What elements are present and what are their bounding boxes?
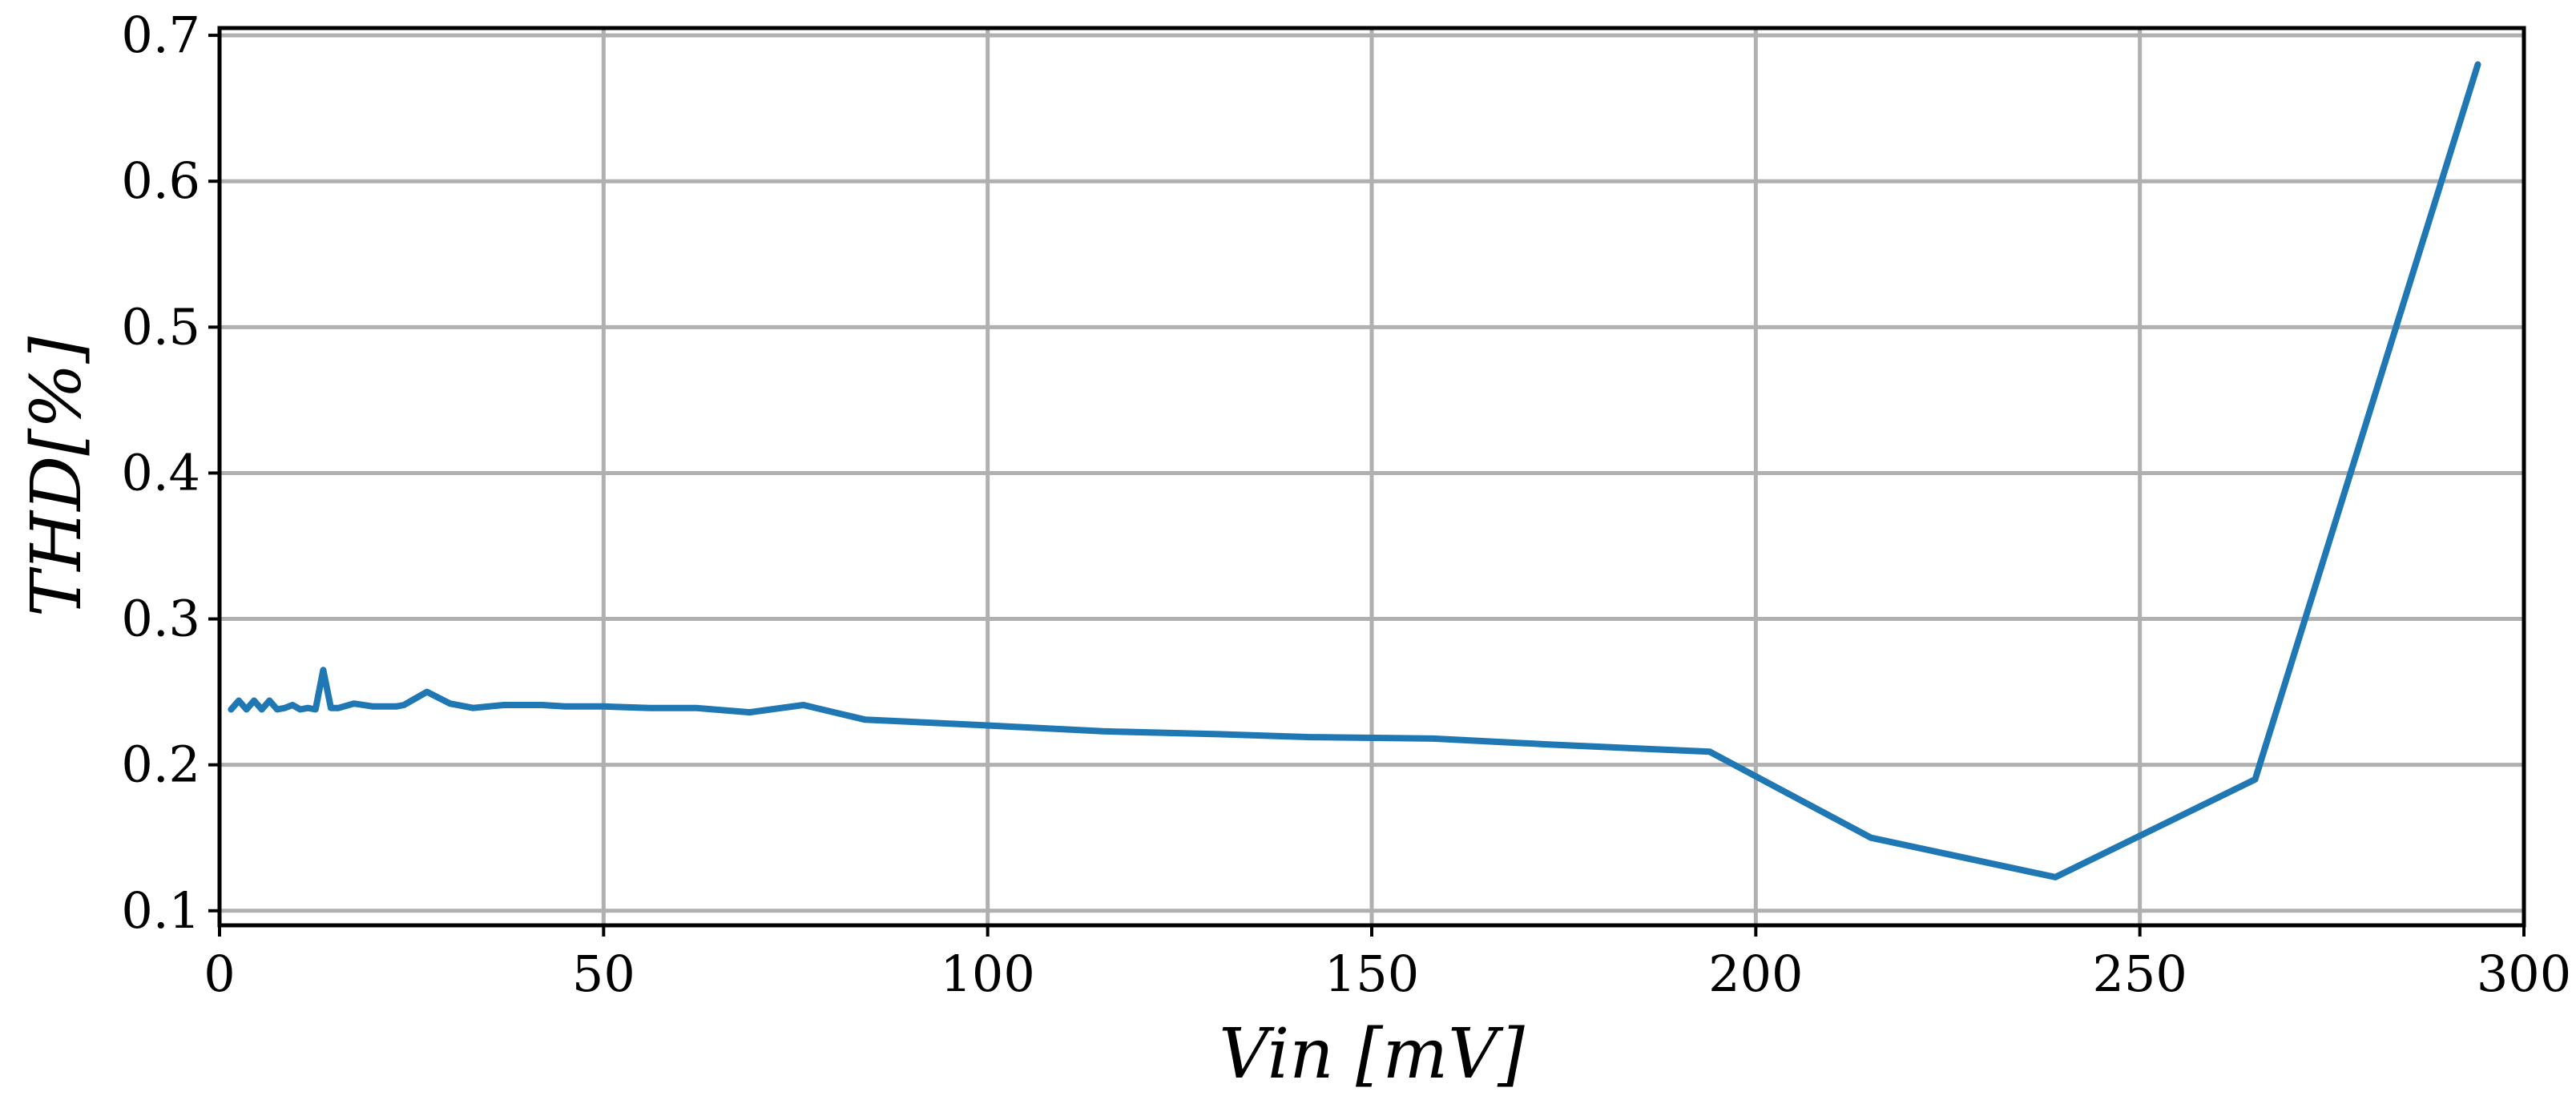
x-tick-label: 50 (572, 945, 635, 1003)
y-tick-label: 0.7 (121, 6, 200, 64)
series-line (228, 61, 2481, 880)
series-layer (228, 61, 2481, 880)
axis-ticks: 0 50 100 150 200 250 300 0.1 0.2 0.3 0.4 0.5 0.6 0.7 (121, 6, 2571, 1003)
y-tick-label: 0.1 (121, 881, 200, 940)
grid-lines (217, 28, 2526, 925)
x-tick-label: 100 (940, 945, 1034, 1003)
y-tick-label: 0.2 (121, 735, 200, 794)
y-tick-label: 0.3 (121, 590, 200, 648)
x-tick-label: 0 (204, 945, 235, 1003)
x-tick-label: 250 (2092, 945, 2187, 1003)
x-tick-label: 150 (1324, 945, 1419, 1003)
x-tick-label: 200 (1708, 945, 1803, 1003)
x-axis-label: Vin [mV] (1219, 1014, 1525, 1094)
y-tick-label: 0.5 (121, 297, 200, 356)
y-tick-label: 0.4 (121, 443, 200, 502)
y-axis-label: THD[%] (17, 336, 97, 617)
x-tick-label: 300 (2477, 945, 2571, 1003)
y-tick-label: 0.6 (121, 151, 200, 210)
